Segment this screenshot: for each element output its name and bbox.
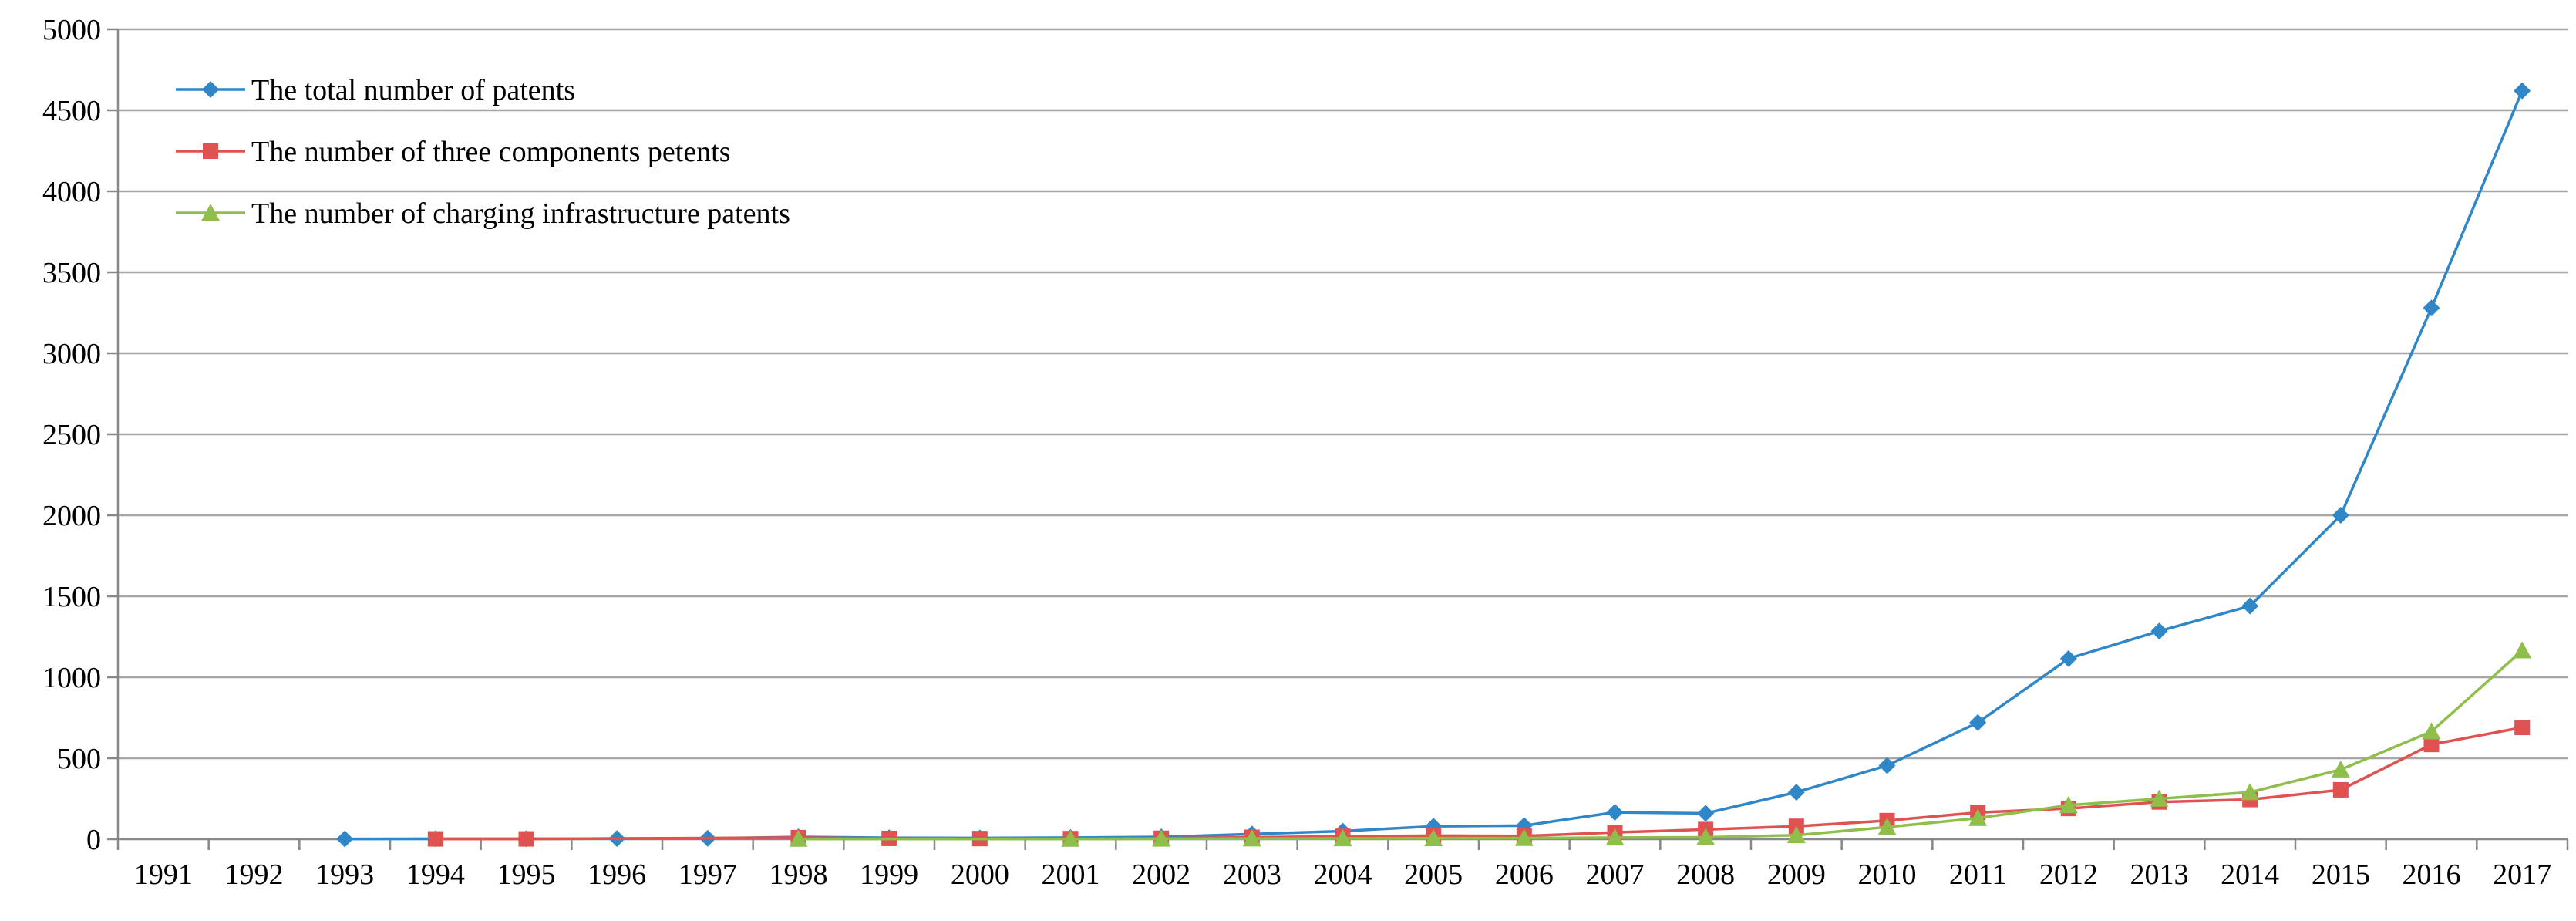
point-1-1995 xyxy=(518,831,534,847)
legend-marker-0 xyxy=(202,81,219,98)
legend-item-0: The total number of patents xyxy=(176,74,575,106)
xtick-label-1999: 1999 xyxy=(860,859,918,891)
ytick-label-4000: 4000 xyxy=(42,176,101,208)
point-0-2014 xyxy=(2241,597,2259,615)
point-2-2003 xyxy=(1242,829,1261,847)
point-0-2017 xyxy=(2514,82,2531,100)
point-2-2001 xyxy=(1061,829,1080,847)
point-0-2010 xyxy=(1878,757,1896,774)
xtick-label-2009: 2009 xyxy=(1767,859,1826,891)
xtick-label-2012: 2012 xyxy=(2039,859,2098,891)
series-line-1 xyxy=(435,726,2523,841)
legend-item-1: The number of three components petents xyxy=(176,136,731,168)
point-0-2012 xyxy=(2059,649,2077,667)
legend-label-0: The total number of patents xyxy=(251,74,575,106)
point-2-2004 xyxy=(1333,828,1352,847)
point-0-2007 xyxy=(1606,804,1624,821)
point-2-2002 xyxy=(1152,829,1171,847)
xtick-label-2016: 2016 xyxy=(2403,859,2461,891)
xtick-label-2006: 2006 xyxy=(1495,859,1554,891)
xtick-label-2002: 2002 xyxy=(1132,859,1190,891)
point-0-1993 xyxy=(336,830,354,848)
xtick-label-2008: 2008 xyxy=(1676,859,1735,891)
ytick-label-4500: 4500 xyxy=(42,95,101,127)
xtick-label-1991: 1991 xyxy=(134,859,193,891)
point-0-2015 xyxy=(2332,507,2349,524)
point-2-2008 xyxy=(1696,828,1716,845)
xtick-label-2017: 2017 xyxy=(2493,859,2551,891)
xtick-label-1997: 1997 xyxy=(679,859,737,891)
x-axis: 1991 1992 1993 1994 1995 1996 1997 1998 1999 2000… xyxy=(116,838,2569,891)
point-0-2009 xyxy=(1787,784,1805,801)
ytick-label-3000: 3000 xyxy=(42,338,101,370)
series-line-2 xyxy=(798,649,2524,841)
xtick-label-2001: 2001 xyxy=(1042,859,1100,891)
point-2-2016 xyxy=(2422,722,2441,740)
point-2-2007 xyxy=(1605,828,1625,846)
point-2-2009 xyxy=(1786,825,1806,843)
point-2-2010 xyxy=(1877,818,1897,835)
legend: The total number of patents The number of… xyxy=(176,74,790,230)
legend-marker-1 xyxy=(203,143,218,159)
legend-label-1: The number of three components petents xyxy=(251,136,731,168)
point-2-2005 xyxy=(1424,828,1443,846)
legend-marker-2 xyxy=(201,204,220,221)
xtick-label-2014: 2014 xyxy=(2221,859,2279,891)
ytick-label-2000: 2000 xyxy=(42,500,101,532)
xtick-label-1993: 1993 xyxy=(315,859,374,891)
point-0-2016 xyxy=(2423,299,2440,317)
series-2 xyxy=(789,641,2532,847)
xtick-label-1996: 1996 xyxy=(588,859,646,891)
data-series xyxy=(336,82,2532,848)
point-2-2006 xyxy=(1514,828,1534,846)
xtick-label-2011: 2011 xyxy=(1949,859,2007,891)
xtick-label-2015: 2015 xyxy=(2312,859,2370,891)
ytick-label-5000: 5000 xyxy=(42,14,101,46)
point-2-2013 xyxy=(2150,789,2169,807)
point-0-2011 xyxy=(1969,714,1987,731)
y-axis: 0 500 1000 1500 2000 2500 3000 3500 4000 4500 5000 xyxy=(42,14,120,856)
ytick-label-1000: 1000 xyxy=(42,662,101,694)
point-2-2012 xyxy=(2059,795,2078,814)
point-1-1994 xyxy=(427,831,443,847)
xtick-label-1998: 1998 xyxy=(769,859,828,891)
point-2-2011 xyxy=(1968,808,1988,826)
xtick-label-1995: 1995 xyxy=(497,859,556,891)
point-2-2015 xyxy=(2331,760,2350,778)
point-0-2008 xyxy=(1697,805,1715,822)
point-2-2017 xyxy=(2513,641,2532,659)
point-2-1998 xyxy=(789,829,808,847)
point-1-2016 xyxy=(2423,737,2440,753)
point-0-2013 xyxy=(2150,622,2168,640)
point-1-2015 xyxy=(2332,781,2349,798)
xtick-label-1994: 1994 xyxy=(406,859,465,891)
legend-label-2: The number of charging infrastructure pa… xyxy=(251,197,790,230)
xtick-label-2010: 2010 xyxy=(1858,859,1917,891)
ytick-label-3500: 3500 xyxy=(42,257,101,289)
ytick-label-2500: 2500 xyxy=(42,419,101,451)
xtick-label-2003: 2003 xyxy=(1223,859,1281,891)
xtick-label-1992: 1992 xyxy=(225,859,284,891)
xtick-label-2000: 2000 xyxy=(951,859,1009,891)
xtick-label-2005: 2005 xyxy=(1404,859,1463,891)
xtick-label-2004: 2004 xyxy=(1314,859,1372,891)
xtick-label-2007: 2007 xyxy=(1586,859,1645,891)
ytick-label-500: 500 xyxy=(57,743,101,775)
gridlines xyxy=(118,28,2568,760)
series-1 xyxy=(427,720,2531,847)
ytick-label-1500: 1500 xyxy=(42,581,101,613)
ytick-label-0: 0 xyxy=(86,824,101,856)
xtick-label-2013: 2013 xyxy=(2130,859,2189,891)
point-1-2017 xyxy=(2514,720,2531,736)
point-2-2014 xyxy=(2241,783,2260,801)
legend-item-2: The number of charging infrastructure pa… xyxy=(176,197,790,230)
